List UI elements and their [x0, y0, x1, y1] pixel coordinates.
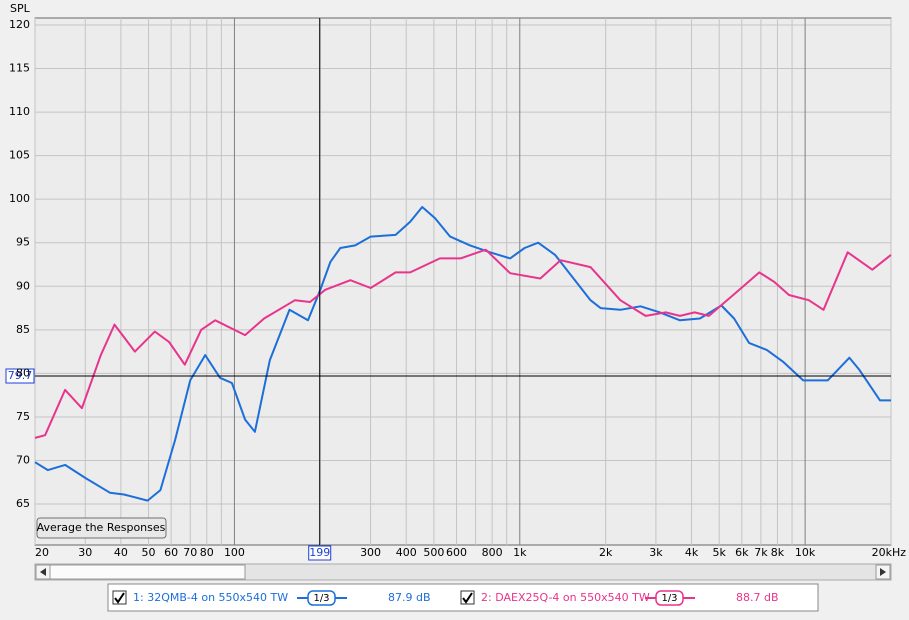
x-tick-label: 2k	[599, 546, 613, 559]
legend-level: 88.7 dB	[736, 591, 779, 604]
average-button-label[interactable]: Average the Responses	[37, 521, 166, 534]
x-tick-label: 30	[78, 546, 92, 559]
legend-smoothing: 1/3	[313, 593, 329, 604]
plot-area	[34, 17, 892, 546]
cursor-y-label: 79.7	[8, 369, 33, 382]
legend-checkbox[interactable]	[460, 590, 475, 605]
cursor-x-box	[308, 545, 332, 561]
x-tick-label: 6k	[735, 546, 749, 559]
y-tick-label: 70	[16, 454, 30, 467]
legend-level: 87.9 dB	[388, 591, 431, 604]
series-line	[34, 206, 891, 502]
x-tick-label: 5k	[713, 546, 727, 559]
legend-smoothing-box[interactable]	[655, 590, 684, 606]
x-tick-label: 7k	[754, 546, 768, 559]
scrollbar[interactable]	[34, 563, 892, 581]
legend-checkmark	[114, 592, 125, 604]
x-tick-label: 800	[482, 546, 503, 559]
x-tick-label: 500	[423, 546, 444, 559]
y-tick-label: 75	[16, 410, 30, 423]
y-axis-label: SPL	[10, 2, 31, 15]
x-tick-label: 80	[200, 546, 214, 559]
series-line	[34, 248, 892, 439]
x-tick-label: 70	[183, 546, 197, 559]
legend-entries: 1: 32QMB-4 on 550x540 TW 1/3 87.9 dB 2: DAE…	[112, 590, 779, 606]
scroll-right-arrow	[880, 568, 886, 576]
y-tick-label: 95	[16, 236, 30, 249]
x-tick-label: 4k	[685, 546, 699, 559]
x-tick-label: 3k	[649, 546, 663, 559]
tick-labels: 65 70 75 80 85 90 95 100 105 110 115 120 20 30 40 50 60 7…	[9, 18, 906, 559]
x-tick-label: 8k	[771, 546, 785, 559]
x-tick-label: 400	[396, 546, 417, 559]
y-tick-label: 120	[9, 18, 30, 31]
x-tick-label: 100	[224, 546, 245, 559]
legend-checkmark	[462, 592, 473, 604]
cursor-y-box	[5, 368, 35, 384]
x-tick-label: 20	[35, 546, 49, 559]
legend-smoothing-box[interactable]	[307, 590, 336, 606]
legend-name: 2: DAEX25Q-4 on 550x540 TW	[481, 591, 650, 604]
x-tick-label: 600	[446, 546, 467, 559]
x-tick-label: 10k	[795, 546, 816, 559]
legend-smoothing: 1/3	[661, 593, 677, 604]
series-lines	[34, 206, 892, 502]
average-button[interactable]	[36, 517, 167, 539]
cursor-x-label: 199	[309, 546, 330, 559]
y-tick-label: 90	[16, 279, 30, 292]
y-tick-label: 85	[16, 323, 30, 336]
x-tick-label: 40	[114, 546, 128, 559]
legend-name: 1: 32QMB-4 on 550x540 TW	[133, 591, 288, 604]
x-tick-label: 50	[142, 546, 156, 559]
y-tick-label: 80	[16, 366, 30, 379]
scroll-left-arrow	[40, 568, 46, 576]
legend-checkbox[interactable]	[112, 590, 127, 605]
x-tick-label: 1k	[513, 546, 527, 559]
scroll-thumb[interactable]	[49, 564, 246, 580]
grid	[34, 18, 892, 545]
y-tick-label: 115	[9, 62, 30, 75]
y-tick-label: 110	[9, 105, 30, 118]
y-tick-label: 105	[9, 149, 30, 162]
cursor: 79.7 199	[5, 18, 891, 561]
x-tick-label: 300	[360, 546, 381, 559]
y-tick-label: 65	[16, 497, 30, 510]
x-tick-label: 60	[164, 546, 178, 559]
x-tick-label: 20kHz	[872, 546, 907, 559]
y-tick-label: 100	[9, 192, 30, 205]
